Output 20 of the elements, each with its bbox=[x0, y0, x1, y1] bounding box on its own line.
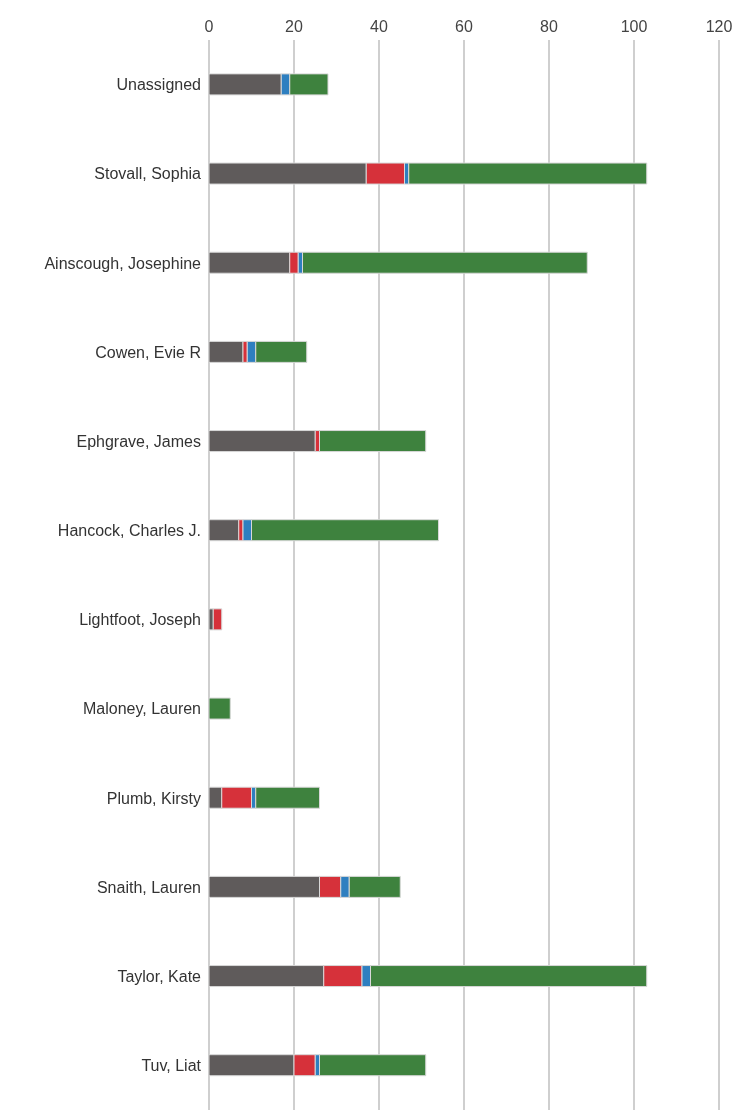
y-tick-label: Unassigned bbox=[116, 76, 201, 94]
y-tick-label: Maloney, Lauren bbox=[83, 700, 201, 718]
x-tick-label: 40 bbox=[370, 18, 388, 35]
x-tick-label: 120 bbox=[705, 18, 733, 35]
y-tick-label: Lightfoot, Joseph bbox=[79, 611, 201, 629]
y-tick-label: Hancock, Charles J. bbox=[57, 522, 201, 540]
y-tick-label: Plumb, Kirsty bbox=[106, 789, 201, 807]
y-tick-label: Taylor, Kate bbox=[117, 967, 202, 985]
x-tick-label: 100 bbox=[620, 18, 648, 35]
y-tick-label: Tuv, Liat bbox=[141, 1057, 202, 1075]
x-tick-label: 60 bbox=[455, 18, 473, 35]
y-tick-label: Cowen, Evie R bbox=[95, 343, 201, 361]
y-tick-label: Ephgrave, James bbox=[76, 432, 201, 450]
y-tick-label: Snaith, Lauren bbox=[96, 878, 201, 896]
x-tick-label: 80 bbox=[540, 18, 558, 35]
x-tick-label: 0 bbox=[204, 18, 214, 35]
y-tick-label: Ainscough, Josephine bbox=[44, 254, 202, 272]
y-tick-label: Stovall, Sophia bbox=[94, 165, 202, 183]
x-tick-label: 20 bbox=[285, 18, 303, 35]
bar bbox=[212, 608, 223, 631]
